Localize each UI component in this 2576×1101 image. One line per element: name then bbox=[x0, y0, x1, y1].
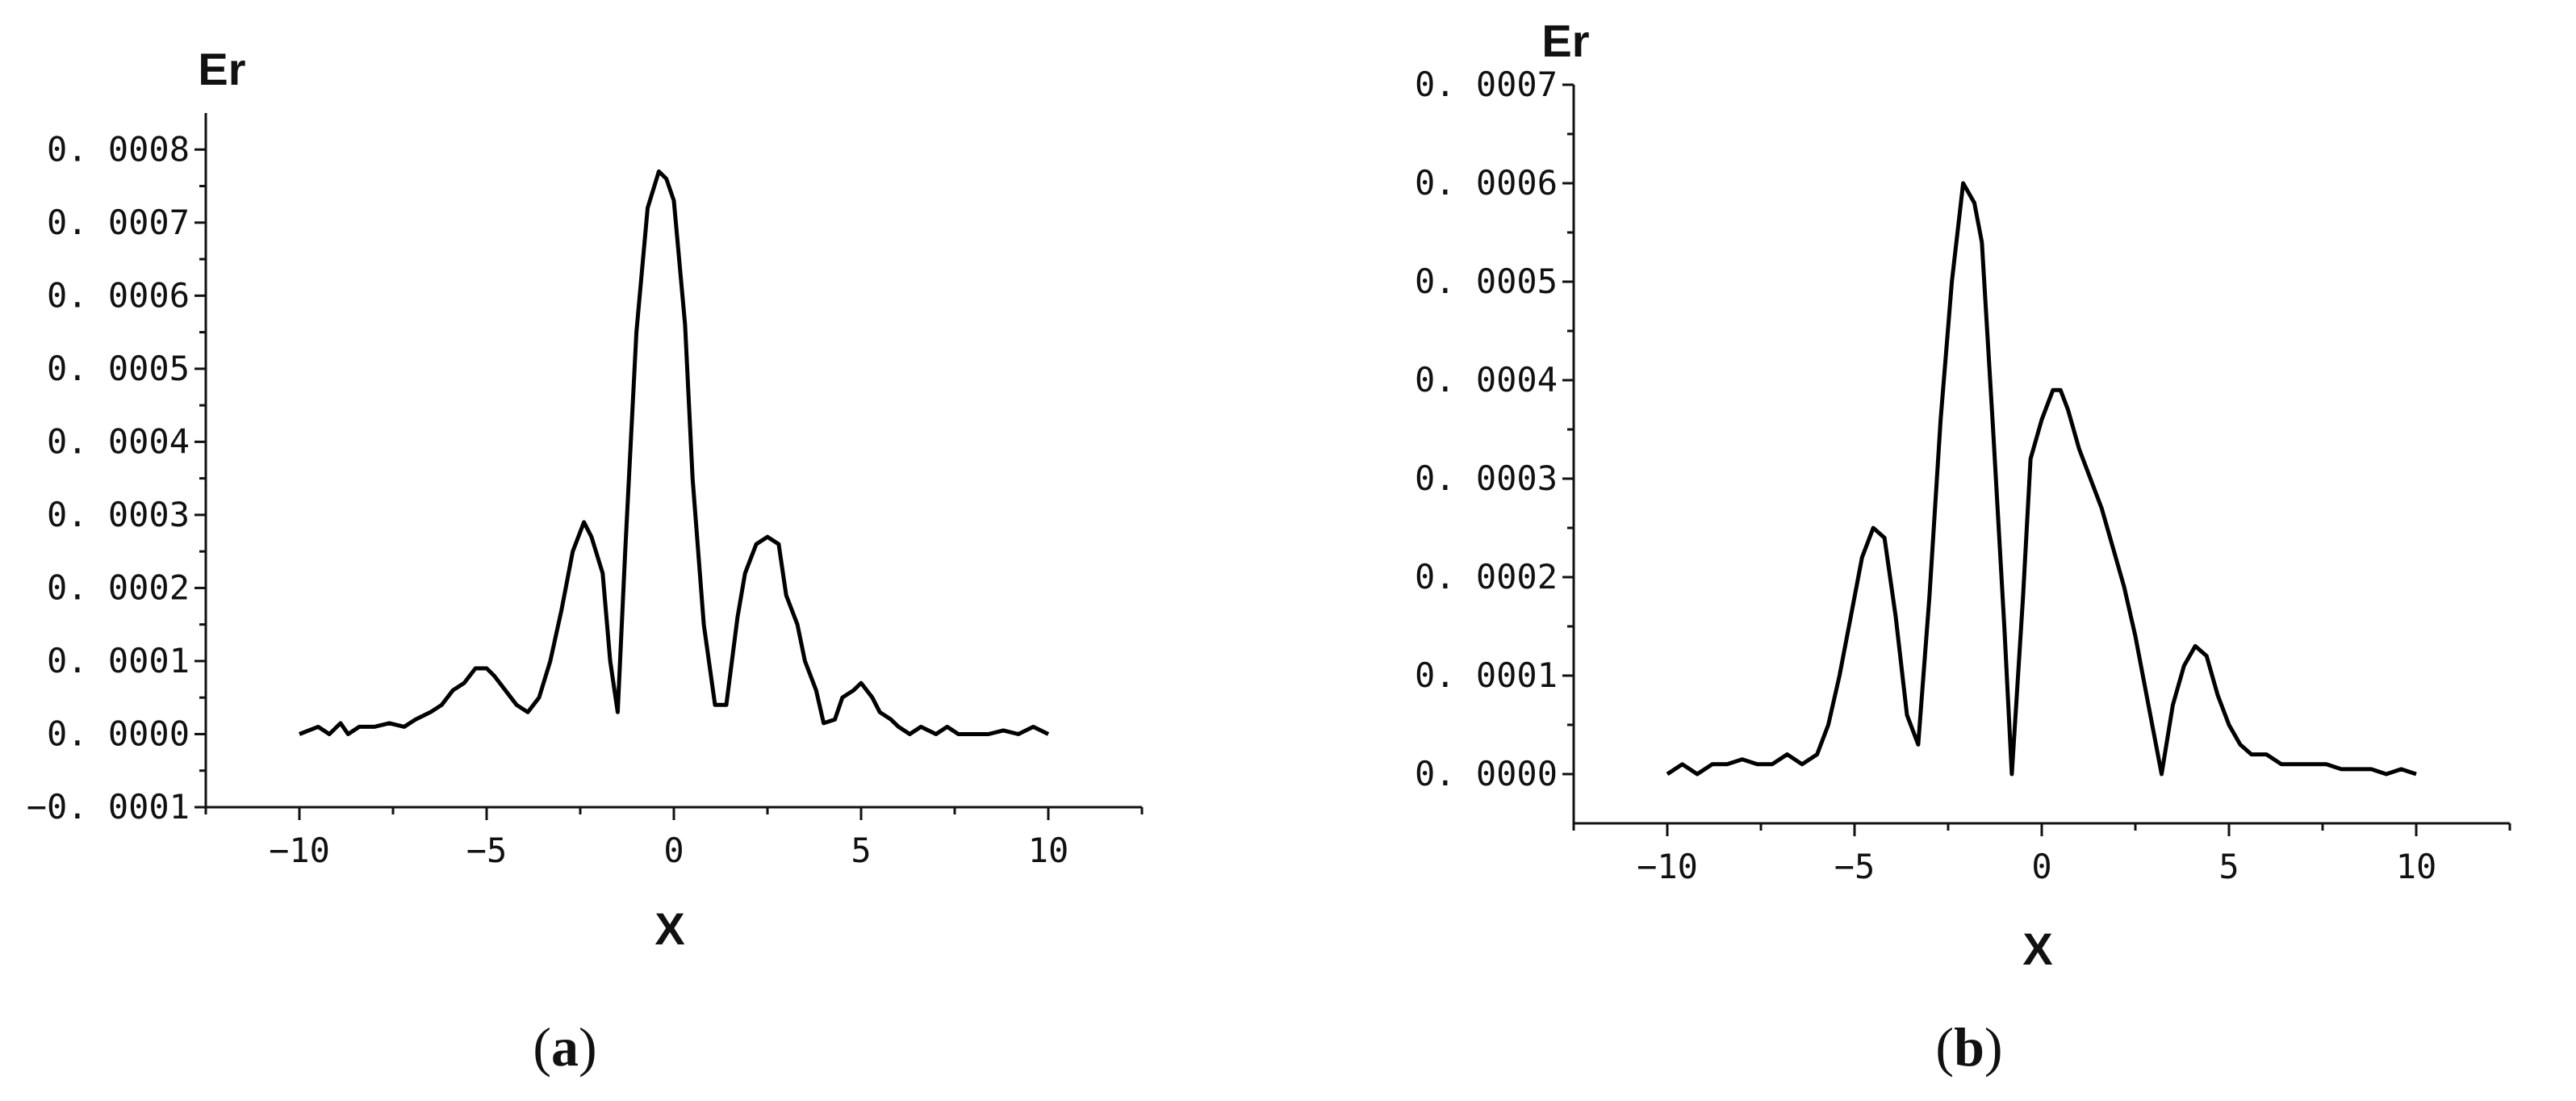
x-axis-title: X bbox=[2022, 923, 2052, 974]
panel-caption: (b) bbox=[1935, 1016, 2002, 1078]
panel-caption-part: ) bbox=[579, 1016, 597, 1078]
panel-caption-part: a bbox=[551, 1016, 579, 1078]
x-tick-label: 5 bbox=[2218, 847, 2239, 886]
panel-caption-part: ( bbox=[1935, 1016, 1954, 1078]
x-tick-label: −10 bbox=[269, 831, 330, 870]
panel-caption-part: ) bbox=[1984, 1016, 2003, 1078]
x-tick-label: −5 bbox=[466, 831, 508, 870]
series-line bbox=[299, 169, 1050, 736]
x-tick-label: 0 bbox=[663, 831, 684, 870]
panel-caption: (a) bbox=[533, 1016, 596, 1078]
y-tick-label: 0. 0005 bbox=[47, 349, 190, 388]
y-tick-label: 0. 0007 bbox=[1415, 65, 1558, 104]
y-tick-label: 0. 0004 bbox=[1415, 360, 1558, 400]
y-tick-label: 0. 0008 bbox=[47, 129, 190, 169]
y-tick-label: 0. 0000 bbox=[1415, 754, 1558, 793]
y-tick-label: 0. 0003 bbox=[1415, 458, 1558, 498]
y-tick-label: 0. 0004 bbox=[47, 421, 190, 461]
y-tick-label: 0. 0002 bbox=[47, 567, 190, 607]
x-tick-label: 0 bbox=[2031, 847, 2051, 886]
x-tick-label: 10 bbox=[2396, 847, 2437, 886]
x-tick-label: 5 bbox=[851, 831, 871, 870]
y-tick-label: 0. 0002 bbox=[1415, 557, 1558, 597]
y-tick-label: 0. 0003 bbox=[47, 495, 190, 534]
y-tick-label: 0. 0001 bbox=[1415, 655, 1558, 695]
panel-b: 0. 0000 0. 0001 0. 0002 0. 0003 0. 0004 0. 00… bbox=[1415, 15, 2511, 1078]
x-axis-title: X bbox=[654, 903, 684, 954]
y-tick-label: 0. 0001 bbox=[47, 641, 190, 680]
y-axis-title: Er bbox=[198, 44, 245, 94]
panel-a: −0. 0001 0. 0000 0. 0001 0. 0002 0. 0003 0. 0… bbox=[27, 44, 1144, 1078]
panel-caption-part: ( bbox=[533, 1016, 551, 1078]
y-tick-label: 0. 0006 bbox=[47, 275, 190, 315]
y-tick-label: −0. 0001 bbox=[27, 787, 190, 827]
x-tick-label: 10 bbox=[1028, 831, 1069, 870]
x-tick-label: −10 bbox=[1637, 847, 1698, 886]
series-line bbox=[1666, 181, 2417, 777]
y-tick-label: 0. 0000 bbox=[47, 714, 190, 753]
y-tick-label: 0. 0006 bbox=[1415, 163, 1558, 203]
y-tick-label: 0. 0005 bbox=[1415, 262, 1558, 301]
y-axis-title: Er bbox=[1541, 15, 1589, 66]
x-tick-label: −5 bbox=[1834, 847, 1876, 886]
panel-caption-part: b bbox=[1954, 1016, 1984, 1078]
y-tick-label: 0. 0007 bbox=[47, 203, 190, 242]
